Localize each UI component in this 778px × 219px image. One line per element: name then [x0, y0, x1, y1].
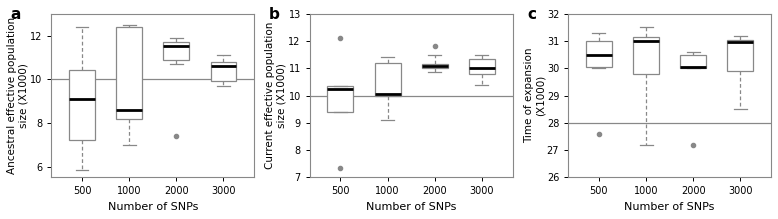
- PathPatch shape: [680, 55, 706, 68]
- PathPatch shape: [422, 64, 448, 68]
- X-axis label: Number of SNPs: Number of SNPs: [107, 202, 198, 212]
- Y-axis label: Current effective population
size (X1000): Current effective population size (X1000…: [265, 22, 287, 169]
- PathPatch shape: [69, 71, 95, 140]
- X-axis label: Number of SNPs: Number of SNPs: [366, 202, 457, 212]
- PathPatch shape: [727, 40, 753, 71]
- PathPatch shape: [469, 59, 495, 74]
- PathPatch shape: [116, 27, 142, 118]
- Text: c: c: [527, 7, 537, 22]
- X-axis label: Number of SNPs: Number of SNPs: [625, 202, 715, 212]
- Y-axis label: Ancestral effective population
size (X1000): Ancestral effective population size (X10…: [7, 17, 29, 174]
- PathPatch shape: [375, 63, 401, 95]
- Text: a: a: [11, 7, 21, 22]
- PathPatch shape: [163, 42, 189, 60]
- PathPatch shape: [633, 37, 659, 74]
- PathPatch shape: [586, 41, 612, 67]
- PathPatch shape: [211, 62, 237, 81]
- PathPatch shape: [328, 86, 353, 112]
- Y-axis label: Time of expansion
(X1000): Time of expansion (X1000): [524, 48, 545, 143]
- Text: b: b: [269, 7, 280, 22]
